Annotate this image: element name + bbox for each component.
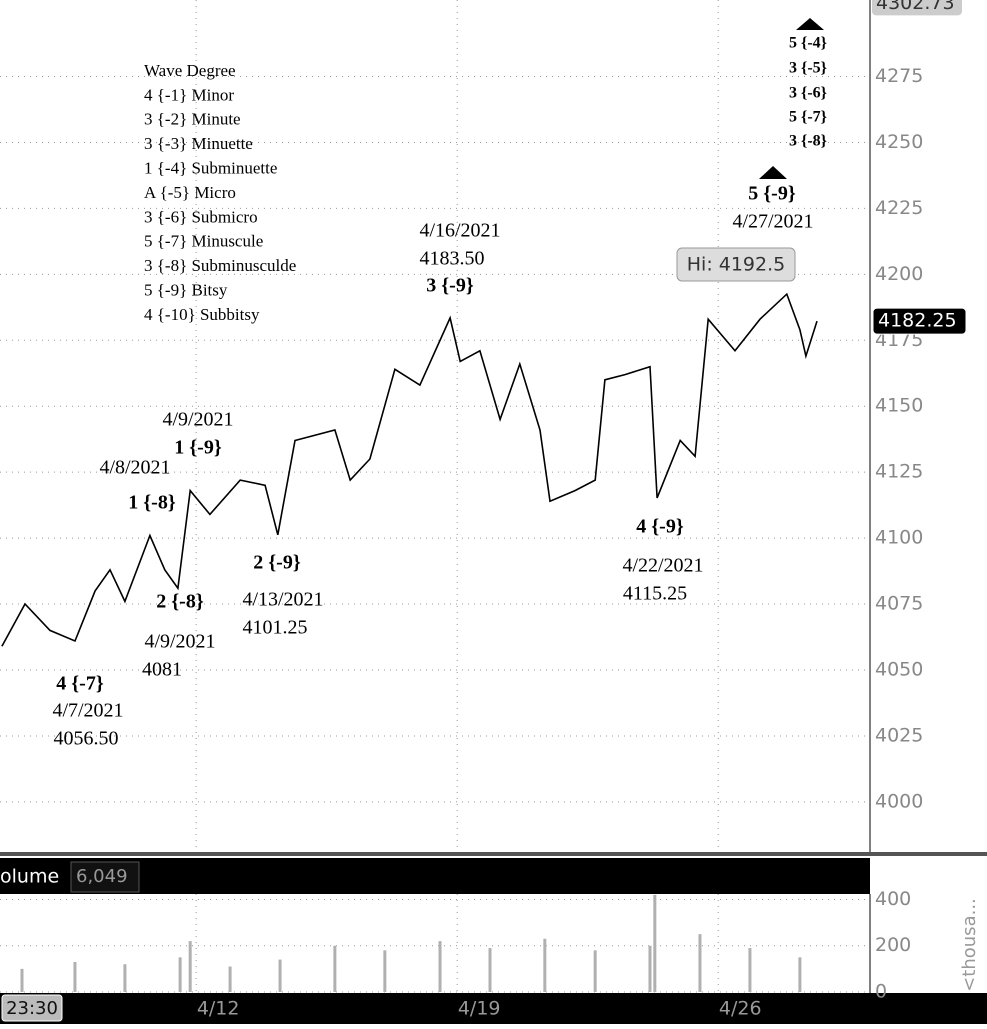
annotation: 1 {-9} [174,437,222,459]
y-tick-label: 4025 [875,724,923,746]
volume-bar [123,964,127,992]
annotation: 4 {-7} [56,673,104,695]
annotation: 2 {-9} [253,552,301,574]
legend-line: 4 {-1} Minor [144,85,234,104]
y-tick-label: 4275 [875,65,923,87]
annotation: 4115.25 [623,583,687,605]
legend-line: 4 {-10} Subbitsy [144,305,260,324]
x-tick-label: 4/19 [458,998,501,1020]
annotation: 2 {-8} [156,591,204,613]
legend-line: 3 {-8} Subminusculde [144,256,296,275]
volume-bar [383,950,387,992]
legend-line: 5 {-7} Minuscule [144,232,263,251]
volume-bar [188,941,192,992]
legend-line: 5 {-9} Bitsy [144,281,228,300]
legend-line: A {-5} Micro [144,183,236,202]
panel-divider [0,852,987,856]
annotation: 5 {-4} [789,35,827,52]
annotation: 4101.25 [243,617,308,639]
time-axis-bar [0,993,987,1024]
volume-bar [798,957,802,992]
volume-bar [648,945,652,992]
x-tick-label: 4/12 [197,998,240,1020]
y-tick-label: 4200 [875,263,923,285]
legend-line: 3 {-3} Minuette [144,134,253,153]
hi-callout: Hi: 4192.5 [687,254,786,276]
volume-bar [593,950,597,992]
volume-tick-label: 200 [875,934,911,956]
y-tick-label: 4150 [875,395,923,417]
time-label: 23:30 [6,998,58,1019]
top-price: 4302.73 [876,0,955,14]
volume-bar [438,941,442,992]
annotation: 3 {-5} [789,60,827,77]
volume-bar [278,959,282,992]
annotation: 4/8/2021 [99,457,170,479]
y-tick-label: 4125 [875,461,923,483]
volume-value-box [70,861,140,893]
legend-line: 1 {-4} Subminuette [144,159,277,178]
annotation: 5 {-9} [748,183,796,205]
volume-bar [653,894,657,992]
volume-bar [178,957,182,992]
volume-tick-label: 0 [875,981,887,1003]
annotation: 3 {-9} [426,275,474,297]
hi-callout-box [676,247,796,282]
volume-tick-label: 400 [875,888,911,910]
volume-bar [20,968,24,992]
y-tick-label: 4225 [875,197,923,219]
time-label-box [1,994,63,1022]
volume-bar [73,961,77,992]
legend-line: Wave Degree [144,61,236,80]
annotation: 4081 [142,659,182,681]
last-price: 4182.25 [878,310,957,332]
y-tick-label: 4050 [875,658,923,680]
annotation: 1 {-8} [128,492,176,514]
annotation: 4/7/2021 [52,700,123,722]
annotation: 3 {-8} [789,133,827,150]
wave-arrow [759,166,787,179]
annotation: 4 {-9} [636,516,684,538]
top-price-box [872,0,962,16]
volume-header [0,858,870,894]
volume-bar [333,945,337,992]
annotation: 5 {-7} [789,109,827,126]
volume-bar [698,934,702,992]
last-price-box [872,307,967,335]
volume-bar [543,938,547,992]
y-tick-label: 4075 [875,593,923,615]
legend-line: 3 {-6} Submicro [144,207,258,226]
annotation: 4/16/2021 [419,220,500,242]
volume-value: 6,049 [76,866,128,887]
volume-bar [488,948,492,992]
annotation: 4056.50 [54,728,119,750]
volume-title: olume [0,866,59,888]
y-tick-label: 4000 [875,790,923,812]
annotation: 3 {-6} [789,85,827,102]
price-line [1,292,818,647]
annotation: 4/13/2021 [242,589,323,611]
volume-bar [228,966,232,992]
annotation: 4/9/2021 [144,631,215,653]
annotation: 4/27/2021 [732,211,813,233]
wave-arrow [796,18,824,30]
y-tick-label: 4100 [875,527,923,549]
annotation: 4183.50 [420,248,485,270]
y-tick-label: 4250 [875,131,923,153]
volume-axis-label: <thousa... [959,898,980,992]
volume-bar [748,948,752,992]
legend-line: 3 {-2} Minute [144,110,241,129]
annotation: 4/9/2021 [162,409,233,431]
annotation: 4/22/2021 [622,555,703,577]
x-tick-label: 4/26 [719,998,762,1020]
